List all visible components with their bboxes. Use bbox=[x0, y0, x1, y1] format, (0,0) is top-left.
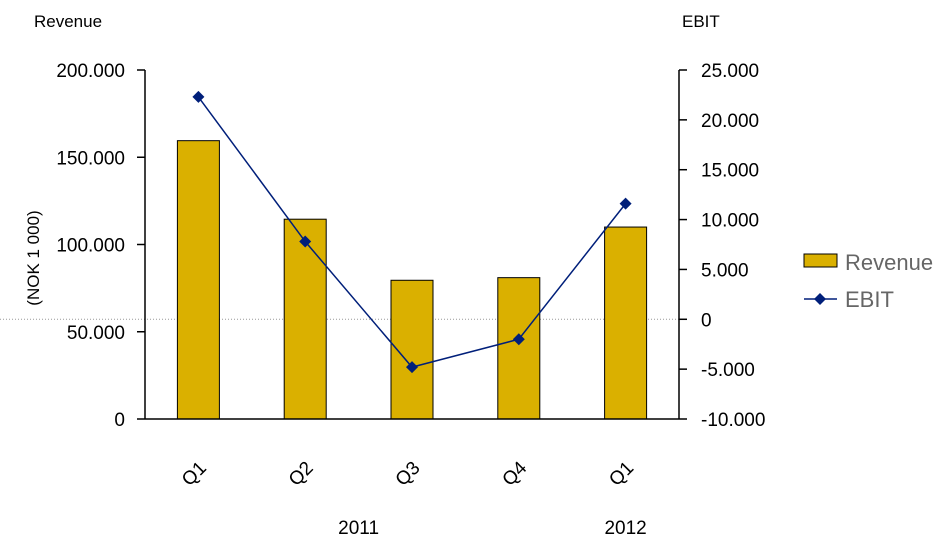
right-axis-tick-label: 0 bbox=[701, 310, 712, 331]
category-labels: Q1 Q2 Q3 Q4 Q1 bbox=[178, 457, 638, 490]
legend-label-ebit: EBIT bbox=[845, 287, 894, 312]
revenue-bar bbox=[176, 140, 220, 420]
ebit-point bbox=[192, 90, 205, 103]
year-labels: 2011 2012 bbox=[338, 518, 647, 539]
right-axis-tick-label: -5.000 bbox=[701, 360, 755, 381]
legend-swatch-revenue bbox=[803, 253, 838, 268]
left-axis-tick-label: 150.000 bbox=[56, 148, 125, 169]
revenue-bar bbox=[283, 218, 327, 420]
category-label: Q3 bbox=[392, 458, 425, 491]
right-axis-tick-label: -10.000 bbox=[701, 410, 765, 431]
ebit-point bbox=[299, 235, 312, 248]
left-axis-tick-label: 50.000 bbox=[67, 323, 125, 344]
left-axis-tick-label: 0 bbox=[114, 410, 125, 431]
right-axis-tick-label: 10.000 bbox=[701, 211, 759, 232]
ebit-line bbox=[192, 90, 632, 374]
left-axis-title: Revenue bbox=[34, 12, 102, 31]
legend-marker-ebit bbox=[814, 293, 826, 305]
left-axis-label: (NOK 1 000) bbox=[24, 210, 43, 305]
left-axis-tick-label: 200.000 bbox=[56, 61, 125, 82]
right-axis-tick-label: 25.000 bbox=[701, 61, 759, 82]
revenue-bar bbox=[604, 226, 648, 420]
year-label: 2011 bbox=[338, 518, 379, 539]
revenue-bar bbox=[497, 277, 541, 420]
axes: 0 50.000 100.000 150.000 200.000 -10.000 -5.00… bbox=[56, 61, 765, 431]
ebit-point bbox=[512, 333, 525, 346]
ebit-point bbox=[406, 361, 418, 374]
category-label: Q2 bbox=[285, 458, 318, 491]
right-axis-tick-label: 20.000 bbox=[701, 111, 759, 132]
year-label: 2012 bbox=[604, 518, 646, 539]
left-axis-tick-label: 100.000 bbox=[56, 236, 125, 257]
right-axis-tick-label: 5.000 bbox=[701, 260, 749, 281]
category-label: Q1 bbox=[178, 458, 211, 491]
legend-label-revenue: Revenue bbox=[845, 250, 933, 275]
category-label: Q4 bbox=[499, 457, 532, 490]
legend: Revenue EBIT bbox=[803, 250, 933, 312]
ebit-point bbox=[619, 197, 632, 210]
right-axis-title: EBIT bbox=[682, 12, 720, 31]
category-label: Q1 bbox=[605, 458, 638, 491]
revenue-bars bbox=[176, 140, 648, 420]
right-axis-tick-label: 15.000 bbox=[701, 161, 759, 182]
